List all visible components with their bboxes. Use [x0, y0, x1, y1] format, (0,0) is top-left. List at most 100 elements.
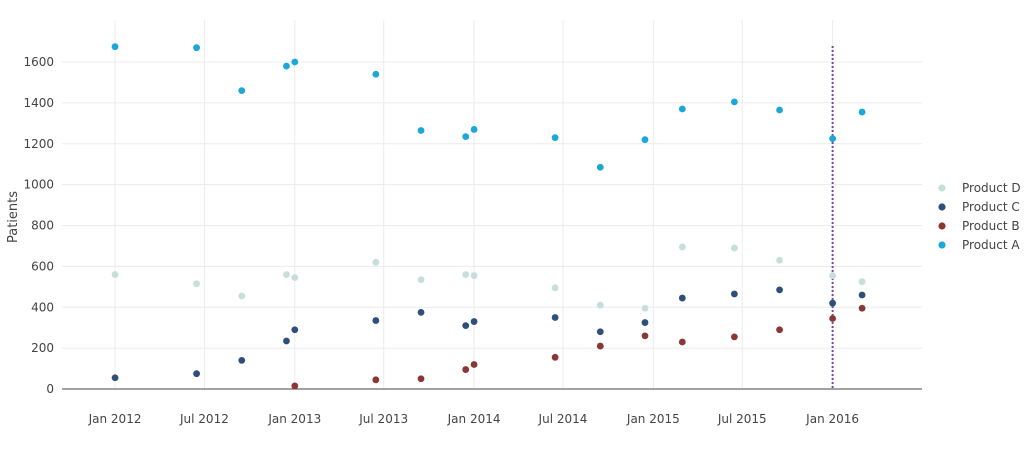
data-point[interactable] [730, 333, 738, 341]
data-point[interactable] [238, 292, 246, 300]
data-point[interactable] [470, 361, 478, 368]
data-point[interactable] [829, 315, 837, 322]
data-point[interactable] [776, 326, 783, 334]
data-point[interactable] [470, 318, 478, 325]
legend-item[interactable]: Product B [938, 219, 1020, 233]
data-point[interactable] [596, 301, 604, 309]
data-point[interactable] [641, 332, 649, 340]
data-point[interactable] [417, 308, 425, 316]
data-point[interactable] [776, 286, 783, 294]
data-point[interactable] [372, 317, 380, 324]
series-product-d [111, 243, 866, 312]
y-tick-label: 0 [46, 382, 54, 396]
data-point[interactable] [283, 62, 290, 70]
data-point[interactable] [596, 328, 604, 336]
data-point[interactable] [858, 278, 866, 286]
data-point[interactable] [291, 58, 299, 66]
x-tick-label: Jan 2013 [267, 412, 321, 426]
data-point[interactable] [462, 271, 470, 278]
data-point[interactable] [111, 374, 119, 382]
points-layer [111, 43, 866, 390]
x-tick-label: Jan 2012 [88, 412, 142, 426]
legend-label: Product B [962, 219, 1020, 233]
x-tick-label: Jan 2015 [626, 412, 680, 426]
data-point[interactable] [641, 319, 649, 326]
data-point[interactable] [596, 163, 604, 171]
data-point[interactable] [283, 337, 290, 345]
data-point[interactable] [776, 106, 783, 114]
data-point[interactable] [678, 105, 686, 113]
data-point[interactable] [829, 299, 837, 307]
data-point[interactable] [193, 44, 200, 52]
data-point[interactable] [111, 43, 119, 51]
data-point[interactable] [730, 98, 738, 106]
legend-item[interactable]: Product A [938, 238, 1020, 252]
data-point[interactable] [596, 342, 604, 350]
x-tick-label: Jul 2014 [538, 412, 588, 426]
data-point[interactable] [829, 272, 837, 279]
legend-marker [938, 222, 946, 230]
legend-label: Product C [962, 200, 1020, 214]
x-tick-label: Jan 2014 [447, 412, 501, 426]
data-point[interactable] [551, 353, 559, 361]
series-product-b [291, 304, 866, 390]
data-point[interactable] [678, 243, 686, 251]
data-point[interactable] [551, 314, 559, 321]
legend-label: Product A [962, 238, 1020, 252]
data-point[interactable] [730, 244, 738, 252]
data-point[interactable] [417, 127, 425, 134]
legend-label: Product D [962, 181, 1021, 195]
data-point[interactable] [470, 272, 478, 279]
y-tick-label: 1400 [23, 96, 54, 110]
data-point[interactable] [551, 284, 559, 292]
legend-marker [938, 184, 946, 192]
x-tick-label: Jul 2012 [179, 412, 229, 426]
data-point[interactable] [551, 134, 559, 142]
data-point[interactable] [372, 376, 380, 384]
data-point[interactable] [829, 135, 837, 143]
x-tick-label: Jul 2015 [717, 412, 767, 426]
data-point[interactable] [678, 338, 686, 346]
data-point[interactable] [776, 256, 783, 264]
data-point[interactable] [462, 133, 470, 140]
y-tick-label: 800 [31, 219, 54, 233]
y-axis-title: Patients [6, 191, 21, 243]
legend[interactable]: Product D Product C Product B Product A [938, 181, 1021, 252]
data-point[interactable] [372, 70, 380, 78]
data-point[interactable] [283, 271, 290, 278]
data-point[interactable] [470, 126, 478, 133]
grid-layer [62, 20, 922, 389]
legend-item[interactable]: Product C [938, 200, 1020, 214]
data-point[interactable] [238, 87, 246, 95]
data-point[interactable] [291, 382, 299, 390]
data-point[interactable] [417, 276, 425, 284]
data-point[interactable] [193, 370, 200, 378]
data-point[interactable] [291, 274, 299, 282]
axis-layer: 0 200 400 600 800 1000 1200 1400 1600 Jan 2012 Jul… [23, 55, 922, 426]
data-point[interactable] [462, 322, 470, 330]
y-tick-label: 600 [31, 259, 54, 273]
series-product-c [111, 286, 866, 382]
y-tick-label: 1600 [23, 55, 54, 69]
data-point[interactable] [858, 304, 866, 312]
y-tick-label: 400 [31, 300, 54, 314]
y-tick-label: 200 [31, 341, 54, 355]
data-point[interactable] [730, 290, 738, 298]
data-point[interactable] [462, 366, 470, 373]
y-tick-label: 1200 [23, 137, 54, 151]
data-point[interactable] [678, 294, 686, 302]
data-point[interactable] [641, 136, 649, 144]
data-point[interactable] [858, 108, 866, 116]
x-tick-label: Jul 2013 [358, 412, 408, 426]
data-point[interactable] [111, 271, 119, 278]
data-point[interactable] [641, 304, 649, 312]
data-point[interactable] [372, 258, 380, 266]
series-product-a [111, 43, 866, 171]
data-point[interactable] [858, 291, 866, 299]
legend-item[interactable]: Product D [938, 181, 1021, 195]
data-point[interactable] [193, 280, 200, 288]
data-point[interactable] [238, 356, 246, 364]
data-point[interactable] [417, 375, 425, 383]
data-point[interactable] [291, 326, 299, 334]
